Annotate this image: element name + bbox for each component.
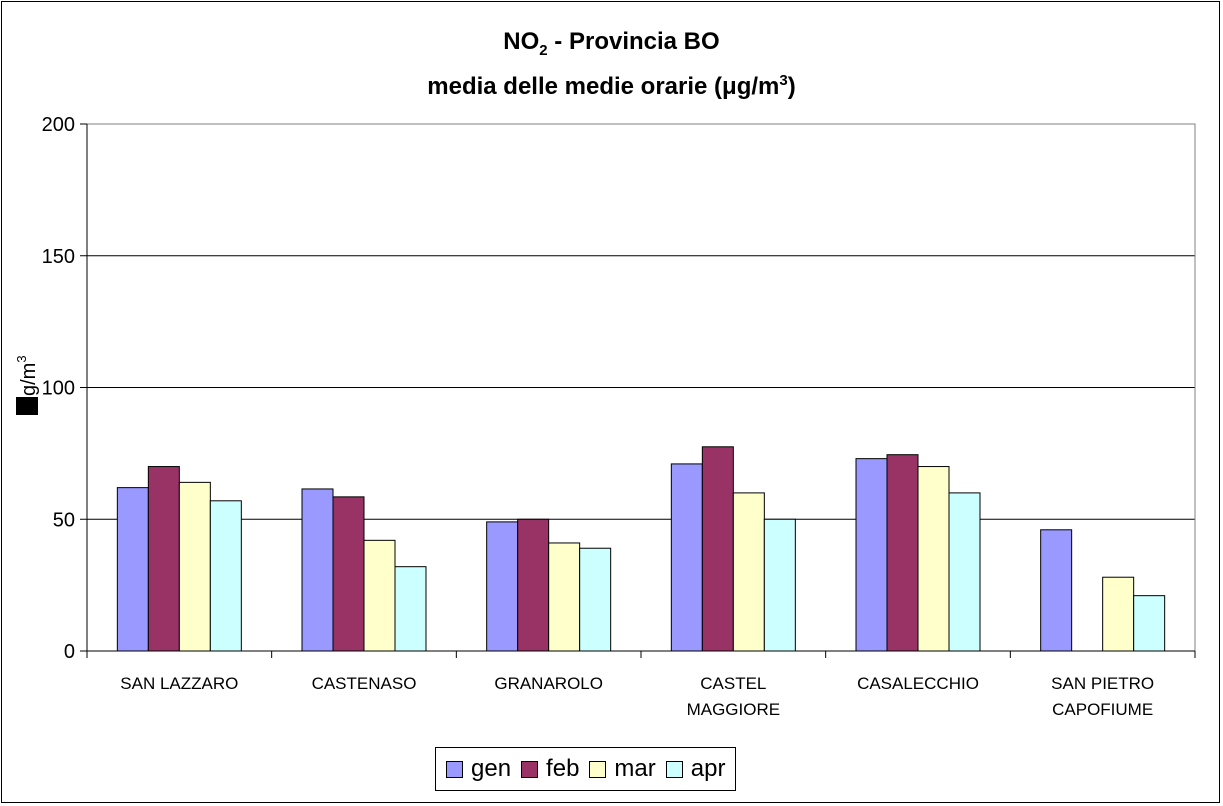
bar-mar — [364, 540, 395, 651]
bar-gen — [117, 488, 148, 651]
legend-label: apr — [691, 755, 726, 783]
bar-mar — [918, 467, 949, 651]
y-tick-label: 100 — [42, 378, 75, 400]
legend-label: gen — [471, 755, 511, 783]
bar-feb — [333, 497, 364, 651]
bar-gen — [302, 489, 333, 651]
legend-label: feb — [546, 755, 579, 783]
bar-gen — [487, 522, 518, 651]
bar-apr — [580, 548, 611, 651]
legend-swatch — [666, 761, 683, 778]
bar-gen — [1041, 530, 1072, 651]
legend-label: mar — [614, 755, 655, 783]
bar-apr — [1134, 596, 1165, 651]
y-axis-label: g/m3 — [14, 355, 40, 415]
bar-apr — [395, 567, 426, 651]
x-tick-label: SAN PIETRO — [1051, 674, 1154, 693]
legend-item: apr — [666, 755, 726, 783]
bar-apr — [210, 501, 241, 651]
legend-item: feb — [521, 755, 579, 783]
legend-item: gen — [446, 755, 511, 783]
x-tick-label: CASALECCHIO — [857, 674, 979, 693]
legend: gen feb mar apr — [435, 747, 736, 791]
x-tick-label: CASTEL — [700, 674, 766, 693]
y-tick-label: 50 — [53, 509, 75, 531]
bar-mar — [549, 543, 580, 651]
bar-mar — [179, 482, 210, 651]
bar-mar — [733, 493, 764, 651]
x-tick-label: SAN LAZZARO — [120, 674, 238, 693]
legend-swatch — [446, 761, 463, 778]
x-tick-label: GRANAROLO — [494, 674, 603, 693]
bars — [117, 447, 1164, 651]
legend-swatch — [589, 761, 606, 778]
x-tick-label: CAPOFIUME — [1052, 700, 1153, 719]
y-axis-label-mu-glyph-block — [16, 397, 38, 415]
y-tick-label: 150 — [42, 246, 75, 268]
bar-feb — [148, 467, 179, 651]
legend-swatch — [521, 761, 538, 778]
bar-feb — [518, 519, 549, 651]
bar-apr — [949, 493, 980, 651]
y-tick-label: 0 — [64, 641, 75, 663]
y-axis-label-text: g/m3 — [14, 355, 40, 396]
gridlines — [87, 124, 1195, 519]
bar-gen — [856, 459, 887, 651]
bar-feb — [887, 455, 918, 651]
bar-feb — [702, 447, 733, 651]
bar-gen — [671, 464, 702, 651]
legend-item: mar — [589, 755, 655, 783]
x-tick-label: CASTENASO — [312, 674, 417, 693]
x-tick-label: MAGGIORE — [687, 700, 781, 719]
y-tick-label: 200 — [42, 114, 75, 136]
bar-apr — [764, 519, 795, 651]
bar-mar — [1103, 577, 1134, 651]
